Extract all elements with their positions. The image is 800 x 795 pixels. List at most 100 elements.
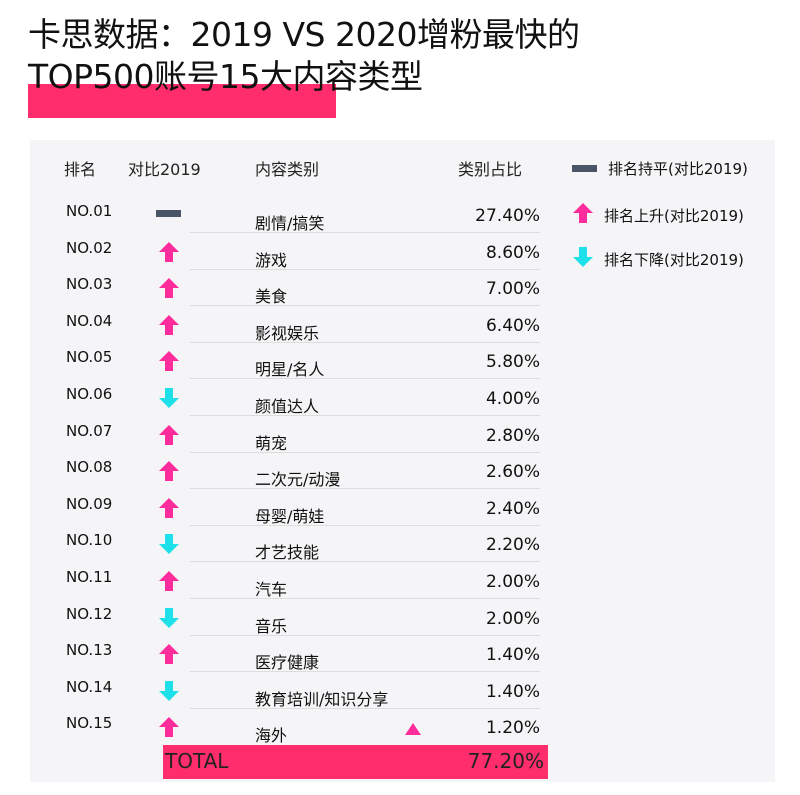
share-cell: 8.60%: [485, 242, 540, 263]
arrow-up-icon: [158, 643, 180, 665]
share-cell: 6.40%: [485, 315, 540, 336]
row-divider: [190, 378, 540, 380]
table-row: NO.01 剧情/搞笑 27.40%: [0, 202, 560, 247]
share-cell: 1.40%: [485, 645, 540, 666]
row-divider: [190, 671, 540, 673]
flat-bar-icon: [572, 160, 598, 178]
rank-cell: NO.07: [66, 421, 113, 440]
category-cell: 才艺技能: [255, 543, 320, 563]
table-row: NO.02 游戏 8.60%: [0, 239, 560, 284]
category-cell: 教育培训/知识分享: [255, 689, 389, 709]
share-cell: 2.00%: [485, 572, 540, 592]
share-cell: 2.20%: [485, 535, 540, 556]
category-cell: 海外: [255, 726, 288, 746]
rank-cell: NO.09: [66, 494, 113, 513]
arrow-up-icon: [158, 241, 180, 263]
category-cell: 游戏: [255, 250, 288, 270]
arrow-down-icon: [158, 533, 180, 555]
rank-cell: NO.03: [66, 275, 113, 294]
row-divider: [190, 634, 540, 636]
row-divider: [190, 451, 540, 453]
share-cell: 2.40%: [485, 498, 540, 519]
category-cell: 剧情/搞笑: [255, 214, 325, 233]
rank-cell: NO.06: [66, 385, 113, 403]
category-cell: 美食: [255, 287, 288, 307]
rank-cell: NO.02: [66, 238, 113, 257]
arrow-down-icon: [158, 680, 180, 702]
share-cell: 2.00%: [485, 608, 540, 629]
category-cell: 影视娱乐: [255, 323, 320, 343]
legend-item: 排名持平(对比2019): [572, 158, 748, 179]
total-label: TOTAL: [165, 749, 229, 773]
row-divider: [190, 524, 540, 526]
flat-bar-icon: [156, 204, 181, 226]
rank-cell: NO.04: [66, 311, 113, 330]
rank-cell: NO.15: [66, 714, 113, 733]
rank-cell: NO.05: [66, 348, 113, 367]
rank-cell: NO.01: [66, 202, 113, 220]
arrow-up-icon: [158, 497, 180, 519]
arrow-up-icon: [158, 570, 180, 592]
share-cell: 1.20%: [485, 718, 540, 739]
share-cell: 27.40%: [475, 206, 540, 226]
share-cell: 1.40%: [485, 681, 540, 702]
category-cell: 萌宠: [255, 433, 288, 453]
legend-label: 排名下降(对比2019): [604, 250, 744, 269]
category-cell: 母婴/萌娃: [255, 506, 325, 526]
rank-cell: NO.13: [66, 641, 113, 660]
legend-label: 排名上升(对比2019): [604, 206, 744, 225]
arrow-down-icon: [158, 387, 180, 409]
header-category: 内容类别: [255, 160, 320, 179]
table-row: NO.03 美食 7.00%: [0, 275, 560, 320]
table-row: NO.08 二次元/动漫 2.60%: [0, 458, 560, 503]
arrow-up-icon: [158, 424, 180, 446]
rank-cell: NO.12: [66, 604, 113, 623]
table-row: NO.11 汽车 2.00%: [0, 568, 560, 613]
header-rank: 排名: [64, 160, 97, 179]
table-row: NO.13 医疗健康 1.40%: [0, 641, 560, 686]
share-cell: 2.80%: [485, 425, 540, 446]
row-divider: [190, 415, 540, 416]
rank-cell: NO.14: [66, 677, 113, 696]
table-row: NO.14 教育培训/知识分享 1.40%: [0, 678, 560, 723]
arrow-up-icon: [158, 350, 180, 372]
arrow-up-icon: [158, 716, 180, 738]
category-cell: 音乐: [255, 616, 288, 636]
row-divider: [190, 232, 540, 233]
row-divider: [190, 598, 540, 599]
category-cell: 医疗健康: [255, 653, 320, 673]
row-divider: [190, 561, 540, 563]
row-divider: [190, 305, 540, 307]
share-cell: 7.00%: [485, 279, 540, 300]
share-cell: 5.80%: [485, 352, 540, 373]
legend-label: 排名持平(对比2019): [608, 160, 748, 178]
arrow-down-icon: [158, 607, 180, 629]
total-share: 77.20%: [467, 749, 544, 773]
table-row: NO.12 音乐 2.00%: [0, 605, 560, 650]
triangle-marker-icon: [405, 723, 421, 735]
row-divider: [190, 707, 540, 709]
title-line-1: 卡思数据：2019 VS 2020增粉最快的: [28, 15, 580, 54]
category-cell: 颜值达人: [255, 397, 320, 416]
title-line-2: TOP500账号15大内容类型: [28, 57, 423, 96]
arrow-up-icon: [158, 277, 180, 299]
header-compare: 对比2019: [128, 160, 201, 179]
share-cell: 4.00%: [485, 389, 540, 409]
arrow-up-icon: [158, 314, 180, 336]
header-share: 类别占比: [458, 160, 523, 179]
table-row: NO.10 才艺技能 2.20%: [0, 531, 560, 576]
legend-item: 排名上升(对比2019): [572, 202, 744, 228]
page-title: 卡思数据：2019 VS 2020增粉最快的 TOP500账号15大内容类型: [28, 14, 580, 98]
table-row: NO.05 明星/名人 5.80%: [0, 348, 560, 393]
legend-item: 排名下降(对比2019): [572, 246, 744, 272]
arrow-up-icon: [158, 460, 180, 482]
rank-cell: NO.08: [66, 458, 113, 477]
arrow-up-icon: [572, 202, 594, 228]
category-cell: 汽车: [255, 580, 288, 599]
table-row: NO.04 影视娱乐 6.40%: [0, 312, 560, 357]
table-row: NO.06 颜值达人 4.00%: [0, 385, 560, 430]
rank-cell: NO.10: [66, 531, 113, 550]
title-highlight: [28, 84, 336, 118]
table-row: NO.09 母婴/萌娃 2.40%: [0, 495, 560, 540]
category-cell: 明星/名人: [255, 360, 325, 380]
